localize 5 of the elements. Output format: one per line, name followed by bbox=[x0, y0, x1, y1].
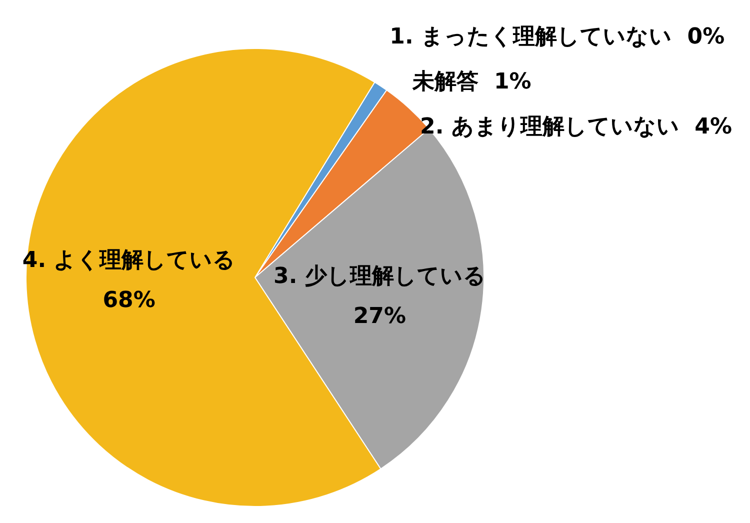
data-label: 27% bbox=[353, 304, 406, 329]
category-label: 1. まったく理解していない 0% bbox=[390, 24, 725, 50]
slice-label: 3. 少し理解している bbox=[274, 264, 486, 289]
slice-label: 未解答 1% bbox=[412, 70, 532, 95]
data-label: 68% bbox=[102, 288, 156, 314]
